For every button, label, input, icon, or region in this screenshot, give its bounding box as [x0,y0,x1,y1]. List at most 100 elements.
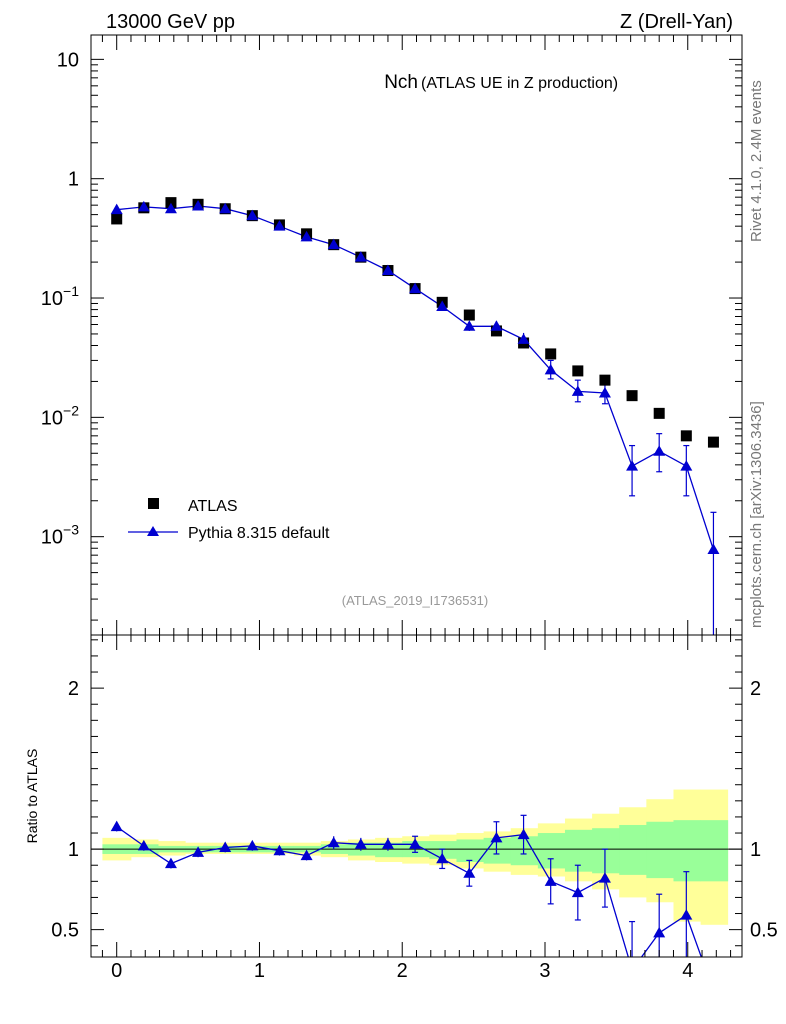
ratio-data-point [653,926,666,938]
ratio-data-point [164,857,177,869]
x-tick-label: 1 [254,960,265,982]
ratio-data-point [273,844,286,856]
uncertainty-band-inner [456,839,484,863]
mc-data-point [300,230,313,242]
atlas-data-point [626,390,638,402]
process-label: Z (Drell-Yan) [620,11,733,33]
legend-pythia-marker [147,526,159,536]
rivet-info-label: Rivet 4.1.0, 2.4M events [748,80,765,242]
ratio-frame [90,634,743,958]
mc-data-point [653,445,666,456]
ratio-bands [91,789,742,925]
main-panel: 10 1 10−1 10−2 10−3 Nch (ATLAS UE in Z produ… [41,34,743,636]
x-tick-label: 0 [111,960,122,982]
mc-data-point [219,202,232,214]
ratio-data-point [327,836,340,848]
x-tick-label: 3 [539,960,550,982]
mc-data-point [110,203,123,215]
ratio-marks [110,814,702,957]
atlas-data-point [572,365,584,377]
atlas-data-point [111,213,123,225]
mc-data-point [707,543,720,555]
mc-data-point [354,251,367,262]
mc-data-point [409,282,422,294]
mc-data-point [436,300,449,311]
atlas-data-point [707,436,719,448]
legend: ATLAS Pythia 8.315 default [128,498,330,542]
plot-subtitle: (ATLAS UE in Z production) [421,75,618,92]
mc-data-point [381,264,394,276]
uncertainty-band-inner [375,842,403,858]
mc-data-point [137,200,150,212]
atlas-data-point [545,348,557,360]
ratio-data-point [192,846,205,857]
y-tick-label: 10−3 [41,522,79,549]
ratio-y-tick-label-right: 2 [750,678,761,700]
atlas-data-point [165,197,177,209]
ratio-y-axis-label: Ratio to ATLAS [24,749,40,844]
uncertainty-band-inner [510,836,539,866]
ratio-data-point [381,838,394,849]
mc-data-point [517,333,530,344]
ratio-ticks: 0.5 0.5 1 1 2 2 0 1 2 3 4 [51,635,778,982]
ratio-data-point [598,872,611,883]
ratio-data-point [246,839,259,851]
atlas-data-point [599,374,611,386]
main-marks [110,197,720,635]
uncertainty-band-inner [619,824,647,875]
ratio-data-point [219,841,232,853]
atlas-data-point [490,325,502,337]
atlas-data-point [653,407,665,419]
y-tick-label: 10−2 [41,402,79,429]
uncertainty-band-inner [537,833,566,869]
mc-data-point [571,385,584,396]
ratio-data-point [571,886,584,898]
mc-data-point [164,202,177,214]
energy-label: 13000 GeV pp [106,11,235,33]
ratio-y-tick-label-right: 0.5 [750,920,778,942]
main-ticks: 10 1 10−1 10−2 10−3 [41,35,742,635]
ratio-data-point [300,849,313,861]
ratio-y-tick-label-right: 1 [750,839,761,861]
mc-data-point [463,320,476,331]
x-tick-label: 2 [397,960,408,982]
atlas-data-point [680,430,692,442]
legend-pythia-label: Pythia 8.315 default [188,525,330,542]
ratio-data-point [463,867,476,878]
ratio-data-point [517,828,530,840]
ratio-data-point [544,875,557,886]
legend-atlas-marker [148,498,159,509]
y-tick-label: 1 [68,169,79,191]
legend-atlas-label: ATLAS [188,498,238,515]
mc-data-point [490,320,503,331]
analysis-id-label: (ATLAS_2019_I1736531) [342,593,488,608]
ratio-data-point [354,838,367,849]
ratio-data-point [110,820,123,832]
uncertainty-band-inner [429,841,457,859]
ratio-data-point [490,831,503,843]
ratio-panel: 0.5 0.5 1 1 2 2 0 1 2 3 4 Ratio to ATLAS [24,634,778,982]
uncertainty-band-inner [646,821,674,879]
mcplots-credit-label: mcplots.cern.ch [arXiv:1306.3436] [748,401,765,628]
ratio-y-tick-label-left: 0.5 [51,920,79,942]
main-frame [90,34,743,636]
uncertainty-band-inner [700,820,729,882]
mc-data-point [246,209,259,221]
x-tick-label: 4 [682,960,693,982]
y-tick-label: 10−1 [41,283,79,310]
ratio-data-point [680,909,693,920]
mc-data-point [680,460,693,471]
mc-data-point [273,220,286,231]
ratio-y-tick-label-left: 2 [68,678,79,700]
mc-data-point [192,200,205,211]
ratio-data-point [436,852,449,864]
mc-data-point [626,460,639,471]
mc-data-point [327,238,340,250]
ratio-data-point [137,839,150,851]
atlas-data-point [463,309,475,321]
ratio-y-tick-label-left: 1 [68,839,79,861]
y-tick-label: 10 [57,49,79,71]
plot-title: Nch [384,72,418,93]
uncertainty-band-inner [592,828,620,874]
